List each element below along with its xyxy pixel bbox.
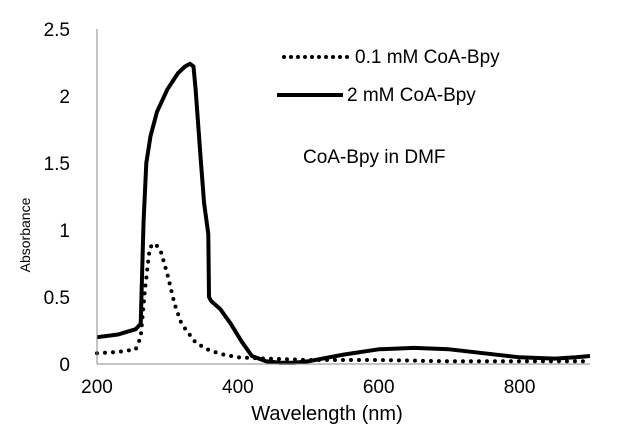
plot-lines bbox=[95, 61, 592, 365]
x-tick-label: 200 bbox=[81, 377, 113, 398]
x-tick-label: 800 bbox=[504, 377, 536, 398]
y-tick-label: 2.5 bbox=[44, 20, 70, 41]
series-line-2 bbox=[96, 61, 591, 365]
y-tick-label: 1.5 bbox=[44, 154, 70, 175]
y-axis-title: Absorbance bbox=[17, 197, 33, 272]
legend: 0.1 mM CoA-Bpy 2 mM CoA-Bpy bbox=[277, 47, 500, 106]
y-tick-label: 1 bbox=[59, 221, 70, 242]
x-axis-title: Wavelength (nm) bbox=[251, 403, 403, 425]
chart-annotation: CoA-Bpy in DMF bbox=[303, 147, 446, 168]
y-tick-label: 2 bbox=[59, 87, 70, 108]
y-tick-label: 0 bbox=[59, 355, 70, 376]
x-tick-labels: 200 400 600 800 bbox=[81, 377, 535, 398]
x-tick-label: 400 bbox=[222, 377, 254, 398]
legend-label-2: 2 mM CoA-Bpy bbox=[347, 85, 476, 106]
x-tick-label: 600 bbox=[363, 377, 395, 398]
y-tick-labels: 0 0.5 1 1.5 2 2.5 bbox=[44, 20, 70, 376]
y-tick-label: 0.5 bbox=[44, 288, 70, 309]
legend-label-1: 0.1 mM CoA-Bpy bbox=[355, 47, 500, 68]
